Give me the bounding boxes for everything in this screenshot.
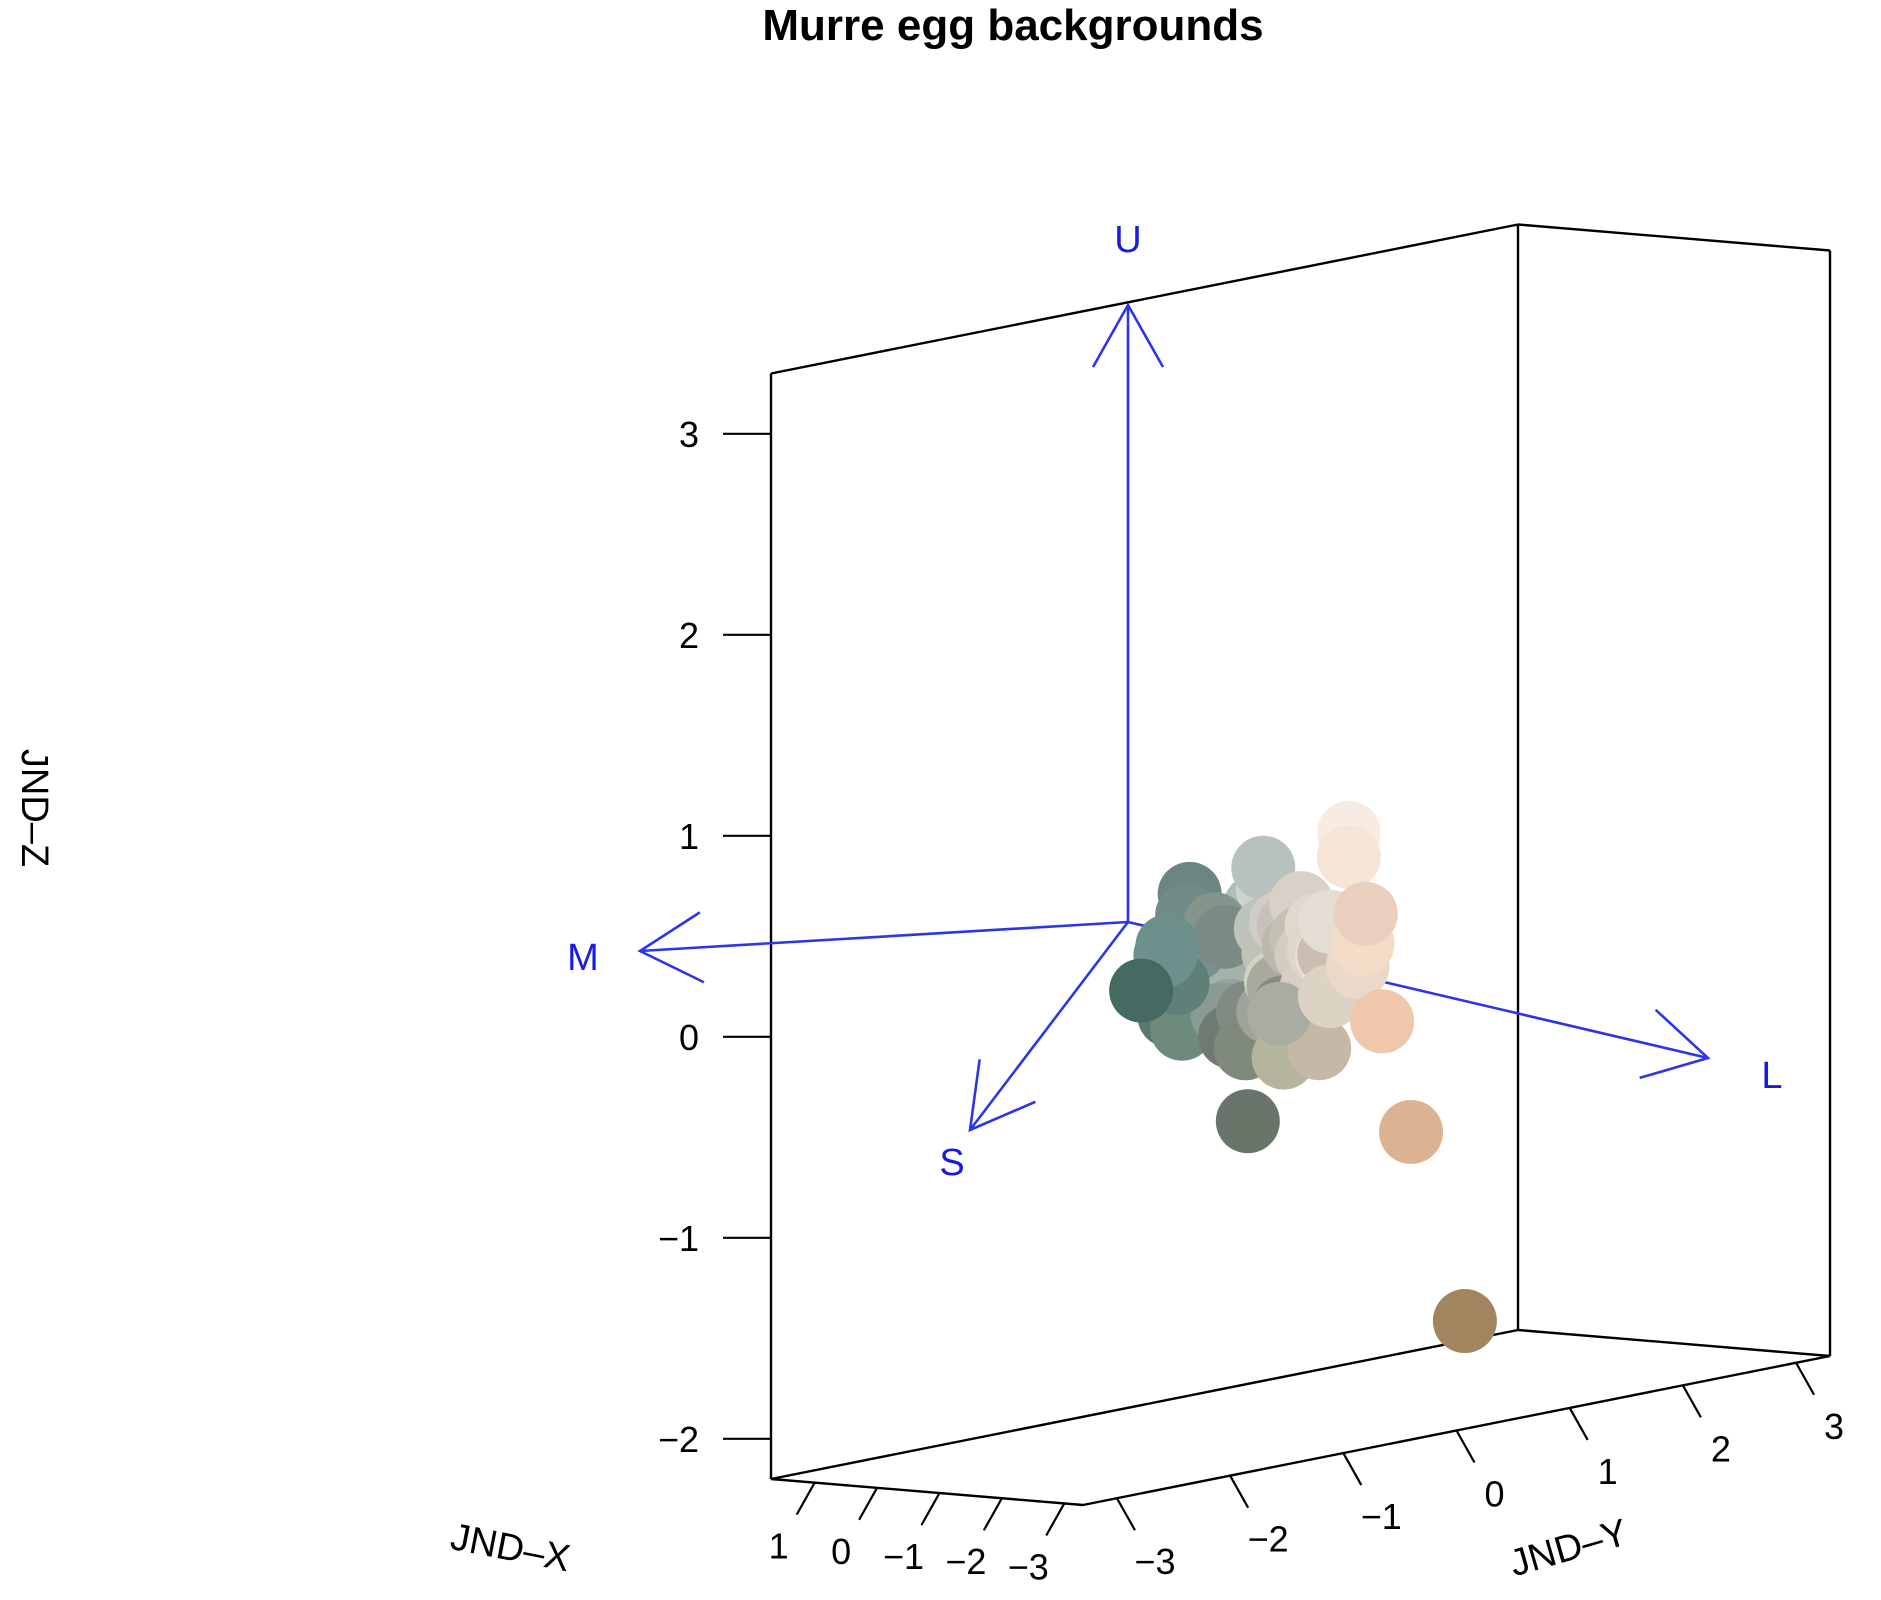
y-tick-label: −3: [1134, 1541, 1175, 1582]
box-edge-top-left: [770, 223, 1519, 375]
receptor-label-m: M: [567, 937, 599, 979]
plot-box: [769, 223, 1832, 1507]
data-point: [1215, 1089, 1280, 1154]
y-tick-label: −1: [1361, 1496, 1402, 1537]
x-tick-label: 0: [831, 1531, 851, 1572]
x-tick: [1045, 1502, 1066, 1536]
receptor-label-l: L: [1761, 1055, 1782, 1097]
z-axis-label: JND–Z: [13, 749, 55, 867]
receptor-label-s: S: [939, 1142, 964, 1184]
receptor-vector-m: [639, 920, 1129, 953]
arrowhead-l: [1639, 1008, 1711, 1080]
data-points: [1109, 800, 1497, 1354]
y-tick: [1568, 1407, 1589, 1441]
box-edge-back-left-floor: [770, 1328, 1519, 1481]
y-tick-label: 3: [1824, 1406, 1844, 1447]
x-axis-label: JND–X: [447, 1516, 573, 1580]
y-tick: [1229, 1475, 1250, 1509]
data-point: [1350, 989, 1415, 1054]
x-tick-label: −1: [883, 1536, 924, 1577]
data-point: [1333, 881, 1398, 946]
x-tick: [982, 1497, 1003, 1531]
x-tick-label: −2: [945, 1541, 986, 1582]
x-tick: [795, 1482, 816, 1516]
box-edge-back-right-floor: [1517, 1328, 1831, 1358]
y-tick: [1342, 1452, 1363, 1486]
z-tick-label: −2: [658, 1419, 699, 1460]
x-tick: [858, 1487, 879, 1521]
data-point: [1247, 981, 1312, 1046]
box-edge-front-left: [770, 1477, 1084, 1507]
y-tick: [1115, 1497, 1136, 1531]
x-tick: [920, 1492, 941, 1526]
data-point: [1109, 958, 1174, 1023]
z-tick-label: 1: [679, 816, 699, 857]
z-tick-label: 2: [679, 615, 699, 656]
chart-title: Murre egg backgrounds: [762, 1, 1263, 50]
arrowhead-s: [968, 1059, 1036, 1133]
data-point: [1316, 824, 1381, 889]
y-tick-label: 2: [1711, 1428, 1731, 1469]
z-tick-label: −1: [658, 1218, 699, 1259]
y-tick-label: −2: [1248, 1519, 1289, 1560]
z-tick-label: 0: [679, 1017, 699, 1058]
arrowhead-m: [637, 911, 705, 984]
x-tick-label: 1: [769, 1526, 789, 1567]
y-tick: [1455, 1429, 1476, 1464]
receptor-label-u: U: [1114, 219, 1141, 261]
data-point: [1432, 1289, 1497, 1354]
data-point: [1379, 1099, 1444, 1164]
y-axis-label: JND–Y: [1505, 1512, 1632, 1586]
receptor-vector-s: [968, 921, 1130, 1131]
box-edge-top-right: [1517, 223, 1831, 252]
y-tick: [1681, 1384, 1702, 1418]
axis-ticks: −3 −2 −1 0 1 −3 −2 −1 0 1 2 3 −2 −1 0 1 2 3: [658, 414, 1844, 1588]
arrowhead-u: [1091, 302, 1165, 368]
y-tick-label: 1: [1598, 1451, 1618, 1492]
z-tick-label: 3: [679, 414, 699, 455]
y-tick: [1795, 1362, 1816, 1396]
x-tick-label: −3: [1008, 1546, 1049, 1587]
y-tick-label: 0: [1484, 1474, 1504, 1515]
